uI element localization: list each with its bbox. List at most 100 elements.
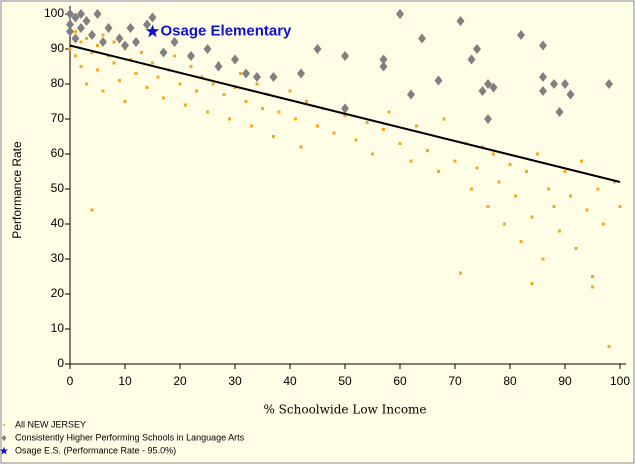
point bbox=[104, 23, 113, 33]
point bbox=[140, 51, 143, 54]
point bbox=[379, 54, 388, 65]
point bbox=[492, 152, 495, 156]
point bbox=[503, 222, 506, 226]
point bbox=[371, 152, 374, 156]
legend-marker bbox=[3, 424, 5, 426]
x-tick-label: 80 bbox=[503, 374, 517, 388]
y-tick-label: 70 bbox=[51, 111, 65, 125]
point bbox=[187, 51, 195, 61]
point bbox=[71, 12, 80, 23]
x-axis-title: % Schoolwide Low Income bbox=[263, 403, 426, 417]
point bbox=[563, 170, 567, 173]
point bbox=[85, 37, 88, 40]
x-tick-label: 40 bbox=[283, 374, 297, 388]
point bbox=[77, 23, 85, 33]
point bbox=[214, 61, 223, 72]
point bbox=[547, 187, 550, 191]
point bbox=[96, 68, 99, 72]
point bbox=[514, 194, 517, 198]
point bbox=[569, 194, 572, 198]
point bbox=[566, 89, 575, 100]
point bbox=[387, 110, 391, 114]
point bbox=[580, 159, 583, 163]
point bbox=[434, 75, 443, 86]
point bbox=[341, 51, 349, 61]
point bbox=[173, 54, 176, 58]
point bbox=[478, 86, 487, 96]
point bbox=[242, 68, 250, 79]
point bbox=[343, 114, 347, 117]
point bbox=[101, 33, 105, 37]
legend-label: Osage E.S. (Performance Rate - 95.0%) bbox=[15, 445, 176, 455]
point bbox=[536, 152, 539, 156]
point bbox=[530, 282, 534, 285]
point bbox=[415, 124, 418, 128]
point bbox=[99, 37, 107, 47]
point bbox=[475, 166, 479, 170]
point bbox=[525, 170, 528, 173]
x-tick-label: 0 bbox=[67, 374, 74, 388]
y-tick-label: 0 bbox=[57, 356, 64, 370]
annotation: Osage Elementary bbox=[161, 22, 293, 39]
point bbox=[123, 100, 127, 103]
point bbox=[68, 47, 72, 51]
point bbox=[409, 159, 413, 163]
point bbox=[206, 110, 209, 114]
point bbox=[74, 30, 77, 33]
point bbox=[341, 103, 349, 114]
point bbox=[299, 145, 303, 149]
y-tick-label: 80 bbox=[51, 76, 65, 90]
legend-marker bbox=[0, 446, 9, 455]
point bbox=[605, 79, 613, 89]
point bbox=[115, 33, 124, 44]
point bbox=[112, 61, 116, 65]
point bbox=[591, 275, 594, 278]
x-tick-label: 50 bbox=[338, 374, 352, 388]
point bbox=[200, 75, 204, 79]
point bbox=[407, 89, 415, 100]
point bbox=[143, 19, 151, 30]
point bbox=[539, 72, 547, 82]
point bbox=[456, 16, 465, 26]
point bbox=[253, 72, 261, 82]
x-tick-label: 70 bbox=[448, 374, 462, 388]
point bbox=[126, 23, 135, 33]
point bbox=[178, 82, 182, 86]
point bbox=[596, 187, 600, 191]
point bbox=[222, 93, 226, 96]
point bbox=[244, 100, 248, 103]
point bbox=[148, 12, 157, 23]
x-tick-label: 20 bbox=[173, 374, 187, 388]
point bbox=[211, 82, 215, 86]
point bbox=[159, 47, 168, 58]
point bbox=[66, 26, 74, 37]
point bbox=[66, 9, 74, 19]
point bbox=[484, 114, 492, 124]
point bbox=[354, 138, 358, 142]
point bbox=[332, 131, 336, 135]
point bbox=[365, 121, 369, 124]
y-tick-label: 20 bbox=[51, 286, 65, 300]
point bbox=[71, 33, 80, 44]
point bbox=[539, 86, 547, 96]
point bbox=[250, 124, 253, 128]
point bbox=[418, 33, 426, 44]
point bbox=[437, 170, 440, 173]
legend-label: Consistently Higher Performing Schools i… bbox=[15, 432, 245, 442]
point bbox=[297, 68, 305, 79]
point bbox=[74, 54, 77, 58]
point bbox=[552, 205, 556, 208]
x-tick-label: 100 bbox=[610, 374, 630, 388]
point bbox=[203, 44, 212, 54]
y-tick-label: 90 bbox=[51, 41, 65, 55]
point bbox=[184, 103, 187, 107]
point bbox=[101, 89, 105, 93]
point bbox=[467, 54, 476, 65]
point bbox=[189, 65, 193, 68]
point bbox=[294, 117, 297, 121]
point bbox=[541, 257, 545, 261]
point bbox=[398, 142, 402, 145]
point bbox=[79, 40, 83, 44]
